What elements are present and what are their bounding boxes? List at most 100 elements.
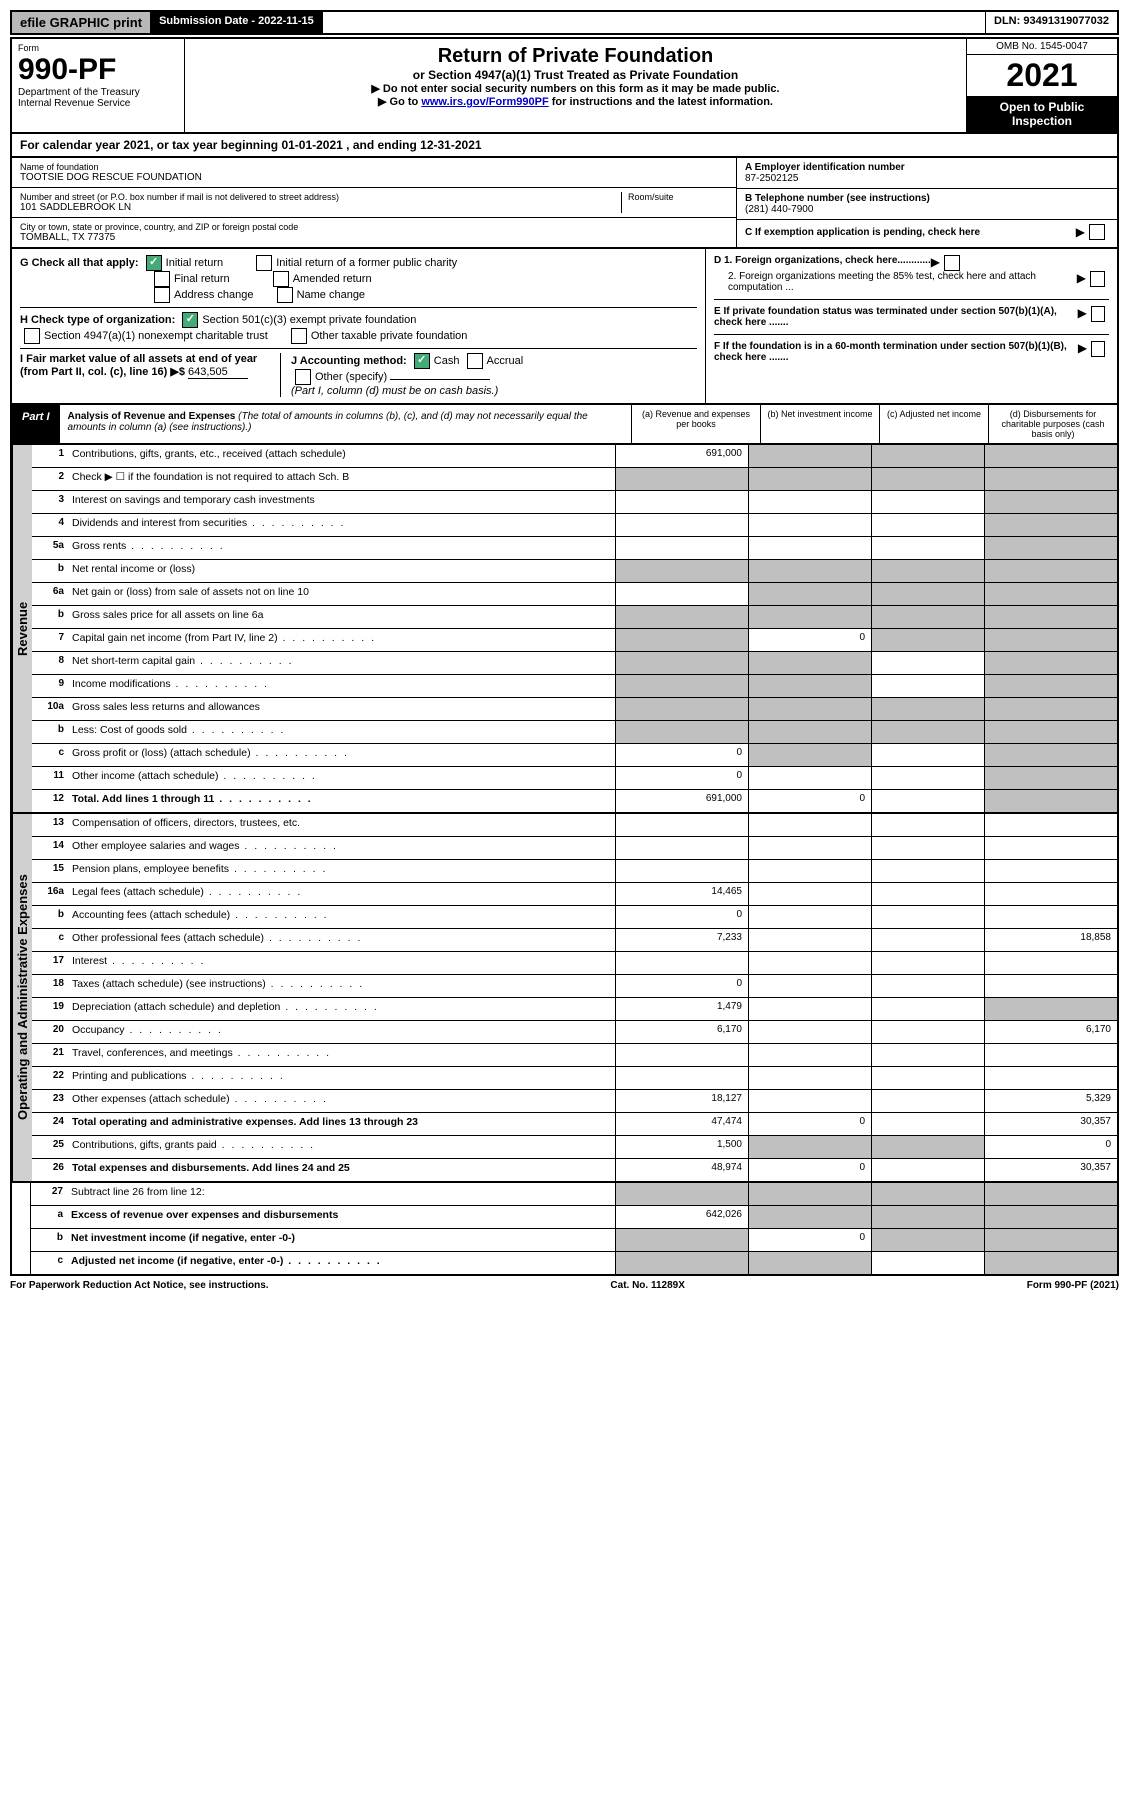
irs: Internal Revenue Service: [18, 98, 178, 109]
foundation-name: TOOTSIE DOG RESCUE FOUNDATION: [20, 172, 728, 183]
f: F If the foundation is in a 60-month ter…: [714, 341, 1078, 363]
val-26b: 0: [748, 1159, 871, 1181]
val-16ba: 0: [615, 906, 748, 928]
val-26d: 30,357: [984, 1159, 1117, 1181]
tel-label: B Telephone number (see instructions): [745, 193, 1109, 204]
row-17: Interest: [68, 952, 615, 974]
val-27bb: 0: [748, 1229, 871, 1251]
form-link[interactable]: www.irs.gov/Form990PF: [421, 96, 548, 108]
city: TOMBALL, TX 77375: [20, 232, 728, 243]
val-16ca: 7,233: [615, 929, 748, 951]
ein-label: A Employer identification number: [745, 162, 1109, 173]
val-25a: 1,500: [615, 1136, 748, 1158]
i-value: 643,505: [188, 366, 248, 379]
telephone: (281) 440-7900: [745, 204, 1109, 215]
addr-change-cb[interactable]: [154, 287, 170, 303]
net-section: 27Subtract line 26 from line 12: aExcess…: [10, 1183, 1119, 1276]
col-d-header: (d) Disbursements for charitable purpose…: [988, 405, 1117, 443]
row-10c: Gross profit or (loss) (attach schedule): [68, 744, 615, 766]
row-13: Compensation of officers, directors, tru…: [68, 814, 615, 836]
row-14: Other employee salaries and wages: [68, 837, 615, 859]
row-19: Depreciation (attach schedule) and deple…: [68, 998, 615, 1020]
part1-header: Part I Analysis of Revenue and Expenses …: [10, 405, 1119, 445]
h1-cb[interactable]: ✓: [182, 312, 198, 328]
checkbox-section: G Check all that apply: ✓Initial return …: [10, 249, 1119, 405]
form-number: 990-PF: [18, 53, 178, 87]
part1-title: Analysis of Revenue and Expenses: [68, 411, 236, 422]
val-19a: 1,479: [615, 998, 748, 1020]
expenses-label: Operating and Administrative Expenses: [12, 814, 32, 1181]
part1-tab: Part I: [12, 405, 60, 443]
omb: OMB No. 1545-0047: [967, 39, 1117, 55]
d2-cb[interactable]: [1090, 271, 1105, 287]
row-21: Travel, conferences, and meetings: [68, 1044, 615, 1066]
j-label: J Accounting method:: [291, 355, 407, 367]
name-label: Name of foundation: [20, 162, 728, 172]
j-other-cb[interactable]: [295, 369, 311, 385]
row-10a: Gross sales less returns and allowances: [68, 698, 615, 720]
row-24: Total operating and administrative expen…: [68, 1113, 615, 1135]
val-23d: 5,329: [984, 1090, 1117, 1112]
e: E If private foundation status was termi…: [714, 306, 1078, 328]
row-3: Interest on savings and temporary cash i…: [68, 491, 615, 513]
h2-cb[interactable]: [24, 328, 40, 344]
form-title: Return of Private Foundation: [191, 45, 960, 68]
j-note: (Part I, column (d) must be on cash basi…: [291, 385, 697, 397]
row-23: Other expenses (attach schedule): [68, 1090, 615, 1112]
d2: 2. Foreign organizations meeting the 85%…: [728, 271, 1077, 293]
row-9: Income modifications: [68, 675, 615, 697]
row-5b: Net rental income or (loss): [68, 560, 615, 582]
dln: DLN: 93491319077032: [986, 12, 1117, 33]
h-label: H Check type of organization:: [20, 314, 175, 326]
footer-right: Form 990-PF (2021): [1027, 1280, 1119, 1291]
j-cash-cb[interactable]: ✓: [414, 353, 430, 369]
g-label: G Check all that apply:: [20, 257, 139, 269]
d1: D 1. Foreign organizations, check here..…: [714, 255, 931, 271]
page-footer: For Paperwork Reduction Act Notice, see …: [10, 1276, 1119, 1295]
initial-return-cb[interactable]: ✓: [146, 255, 162, 271]
h3-cb[interactable]: [291, 328, 307, 344]
val-12a: 691,000: [615, 790, 748, 812]
val-11a: 0: [615, 767, 748, 789]
top-bar: efile GRAPHIC print Submission Date - 20…: [10, 10, 1119, 35]
val-12b: 0: [748, 790, 871, 812]
tax-year: 2021: [967, 55, 1117, 96]
revenue-label: Revenue: [12, 445, 32, 812]
revenue-section: Revenue 1Contributions, gifts, grants, e…: [10, 445, 1119, 814]
name-change-cb[interactable]: [277, 287, 293, 303]
row-27a: Excess of revenue over expenses and disb…: [67, 1206, 615, 1228]
row-27b: Net investment income (if negative, ente…: [67, 1229, 615, 1251]
val-10ca: 0: [615, 744, 748, 766]
col-a-header: (a) Revenue and expenses per books: [631, 405, 760, 443]
instr-1: ▶ Do not enter social security numbers o…: [191, 82, 960, 95]
val-23a: 18,127: [615, 1090, 748, 1112]
val-16aa: 14,465: [615, 883, 748, 905]
c-checkbox[interactable]: [1089, 224, 1105, 240]
row-22: Printing and publications: [68, 1067, 615, 1089]
e-cb[interactable]: [1091, 306, 1105, 322]
dept: Department of the Treasury: [18, 87, 178, 98]
row-18: Taxes (attach schedule) (see instruction…: [68, 975, 615, 997]
j-accrual-cb[interactable]: [467, 353, 483, 369]
row-27: Subtract line 26 from line 12:: [67, 1183, 615, 1205]
row-16a: Legal fees (attach schedule): [68, 883, 615, 905]
form-label: Form: [18, 43, 178, 53]
addr-label: Number and street (or P.O. box number if…: [20, 192, 621, 202]
row-4: Dividends and interest from securities: [68, 514, 615, 536]
val-20d: 6,170: [984, 1021, 1117, 1043]
row-6a: Net gain or (loss) from sale of assets n…: [68, 583, 615, 605]
val-26a: 48,974: [615, 1159, 748, 1181]
d1-cb[interactable]: [944, 255, 960, 271]
f-cb[interactable]: [1091, 341, 1105, 357]
final-return-cb[interactable]: [154, 271, 170, 287]
initial-former-cb[interactable]: [256, 255, 272, 271]
efile-label[interactable]: efile GRAPHIC print: [12, 12, 151, 33]
row-11: Other income (attach schedule): [68, 767, 615, 789]
val-16cd: 18,858: [984, 929, 1117, 951]
footer-mid: Cat. No. 11289X: [610, 1280, 684, 1291]
form-subtitle: or Section 4947(a)(1) Trust Treated as P…: [191, 68, 960, 82]
row-16c: Other professional fees (attach schedule…: [68, 929, 615, 951]
open-public: Open to Public Inspection: [967, 96, 1117, 132]
submission-date: Submission Date - 2022-11-15: [151, 12, 323, 33]
amended-cb[interactable]: [273, 271, 289, 287]
